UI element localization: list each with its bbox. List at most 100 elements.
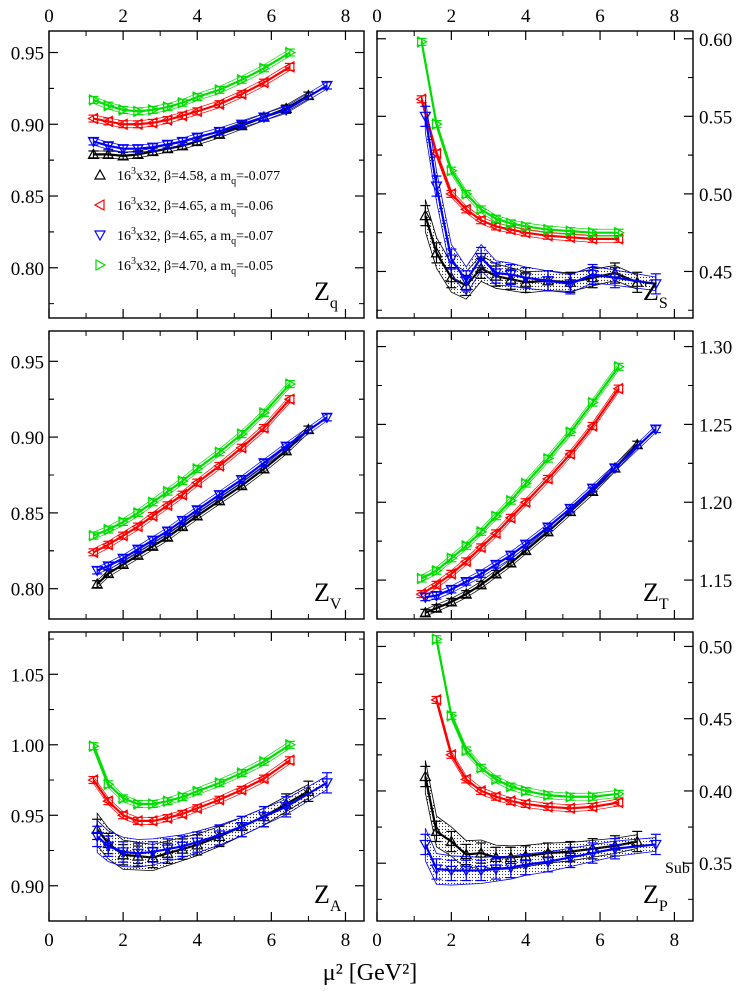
data-point [565,426,577,439]
data-point [161,499,173,512]
data-point [445,595,458,607]
data-point [176,807,188,820]
series-triangle-right [88,46,297,118]
data-point [612,796,624,809]
data-point [608,844,621,855]
panel-label-main: Z [643,277,659,306]
data-point [419,770,432,782]
data-point [102,538,113,551]
series-triangle-down [419,100,662,296]
data-point [521,220,532,233]
data-point [475,569,488,581]
series-triangle-down [91,772,333,868]
x-tick-label-top: 8 [670,6,680,27]
data-point [489,559,502,571]
data-point [541,472,553,485]
data-point [588,790,599,803]
data-point [504,862,517,874]
plot-area [87,738,333,872]
panel-label-sub: q [330,295,338,312]
data-point [88,740,100,753]
data-point [87,546,99,559]
y-tick-label: 0.45 [699,262,732,283]
data-point [431,564,443,577]
panel-label: ZS [643,277,668,312]
data-point [419,606,432,618]
data-point [148,103,160,116]
panel-label: ZA [314,880,342,915]
data-point [431,118,443,131]
data-point [506,217,518,230]
x-tick-label-bottom: 2 [118,930,128,951]
data-point [489,527,501,540]
data-point [649,424,662,436]
panel-zpsub: 0 2 4 6 8 0.35 0.40 0.45 0.50 ZP Sub [372,631,732,951]
data-point [445,865,458,877]
data-point [564,802,575,815]
data-point [280,802,293,814]
data-point [461,744,473,757]
data-point [162,795,174,808]
series-triangle-right [88,378,297,542]
data-point [176,109,188,122]
panel-label-main: Z [314,277,330,306]
panel-label: ZV [314,578,342,613]
panel-label: ZP [643,880,668,915]
data-point [131,848,144,860]
data-point [133,506,145,519]
x-tick-label-bottom: 4 [192,930,202,951]
y-tick-label: 0.45 [699,710,732,731]
data-point [459,773,471,786]
data-point [213,98,225,111]
data-point [419,209,432,221]
data-point [285,378,297,391]
data-point [430,825,443,837]
data-point [446,709,458,722]
panel-label-main: Z [643,578,659,607]
data-point [133,797,145,811]
data-point [162,485,174,498]
data-point [118,792,130,805]
x-tick-label-bottom: 8 [670,930,680,951]
data-point [283,393,295,406]
data-point [588,226,599,239]
data-point [102,115,113,128]
data-point [445,567,456,580]
legend-mq-sub: q [231,176,236,187]
data-point [176,488,188,501]
data-point [161,812,173,825]
panel-zt: 1.15 1.20 1.25 1.30 ZT [376,330,732,620]
data-point [257,458,270,470]
legend-mq-val: =-0.07 [236,229,273,244]
panel-zq: 0 2 4 6 8 0.80 0.85 0.90 0.95 Zq [11,6,365,319]
data-point [445,254,458,266]
data-point [146,509,158,522]
data-point [102,795,113,808]
data-point [131,148,144,160]
panel-label: Zq [314,277,338,312]
data-point [259,755,271,768]
panel-za: 0 2 4 6 8 0.90 0.95 1.00 1.05 ZA [11,631,365,951]
data-point [519,797,531,810]
data-point [417,572,428,585]
panel-label-sup: Sub [665,860,690,877]
x-tick-label-bottom: 6 [595,930,605,951]
data-point [91,831,104,843]
data-point [237,73,248,86]
data-point [460,865,473,877]
data-point [430,181,443,193]
data-point [214,446,226,459]
data-point [235,821,248,833]
series-line [92,743,291,806]
data-point [608,463,621,475]
plot-area [87,378,333,589]
panel-frame [376,30,694,319]
data-point [161,530,174,542]
data-point [491,212,503,225]
data-point [586,269,599,281]
data-point [235,88,247,101]
data-point [461,539,473,552]
data-point [541,800,553,813]
legend-lattice-sup: 3 [131,196,136,207]
panel-label-sub: V [330,596,342,613]
